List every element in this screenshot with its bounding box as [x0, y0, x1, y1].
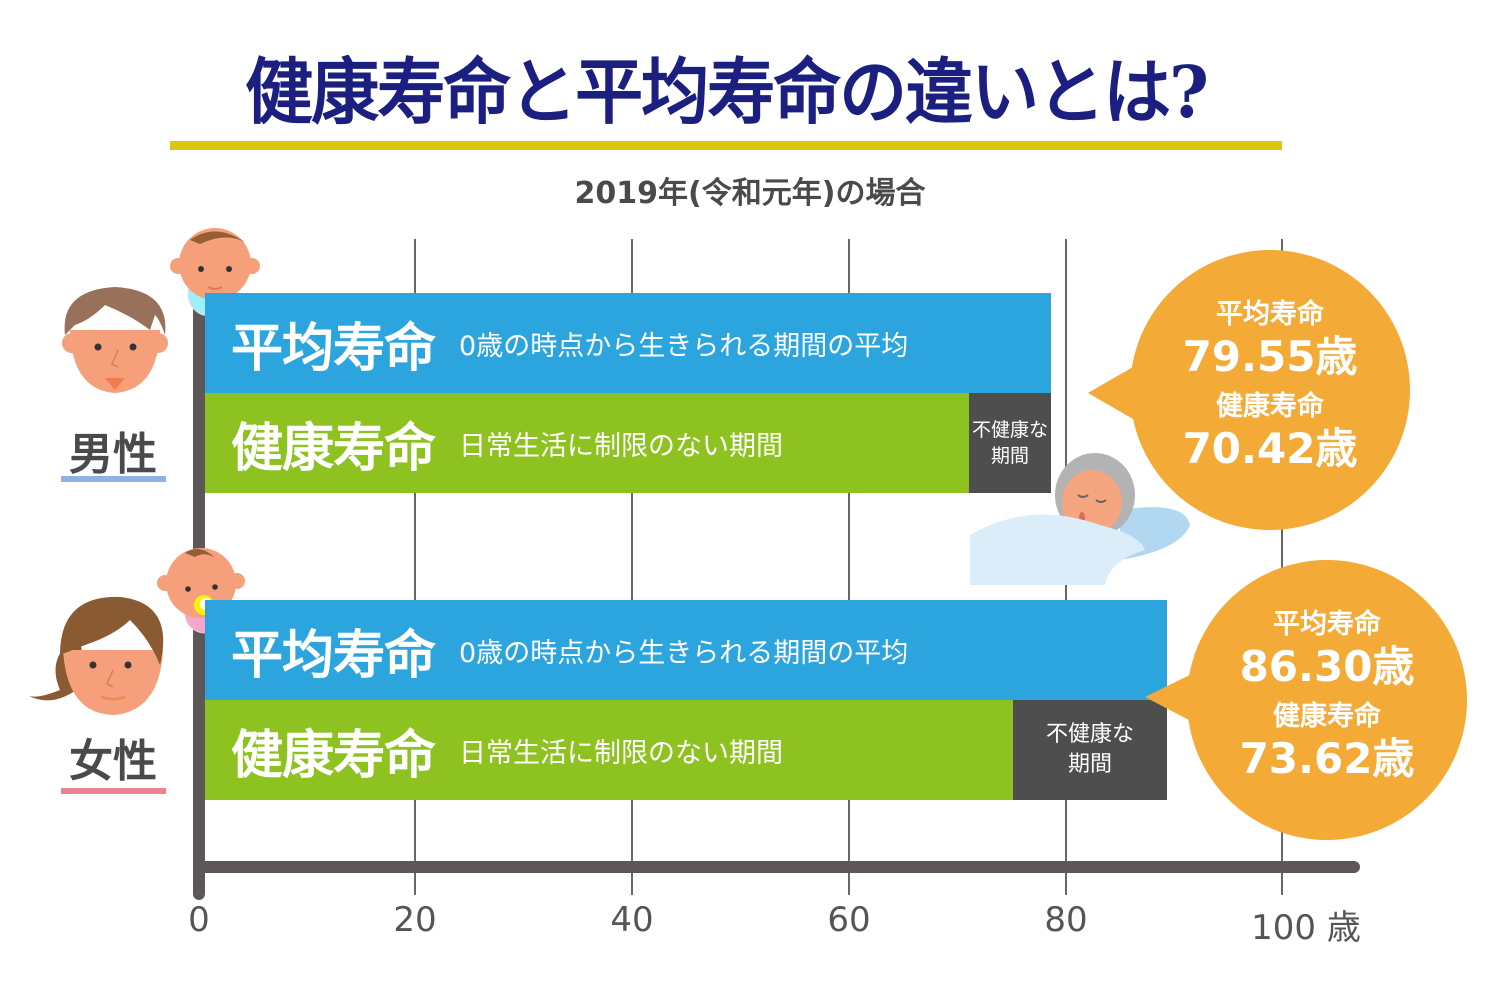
female-bubble-average-label: 平均寿命: [1273, 609, 1381, 640]
female-label: 女性: [69, 736, 157, 787]
gridline-60: [848, 239, 850, 895]
sleeping-elderly-illustration: [970, 453, 1190, 585]
male-healthy-life-label: 健康寿命: [231, 418, 436, 479]
female-average-life-label: 平均寿命: [231, 625, 436, 686]
male-bubble-healthy-label: 健康寿命: [1216, 391, 1324, 422]
female-healthy-life-bar: 健康寿命 日常生活に制限のない期間: [205, 700, 1013, 800]
male-average-life-label: 平均寿命: [231, 318, 436, 379]
female-average-life-bar: 平均寿命 0歳の時点から生きられる期間の平均: [205, 600, 1167, 700]
woman-face-icon: [27, 596, 164, 715]
female-result-bubble: 平均寿命 86.30歳 健康寿命 73.62歳: [1187, 560, 1467, 840]
female-healthy-life-desc: 日常生活に制限のない期間: [459, 737, 784, 769]
male-bubble-healthy-value: 70.42歳: [1182, 424, 1358, 473]
female-unhealthy-label-line2: 期間: [1067, 752, 1112, 777]
male-average-life-bar: 平均寿命 0歳の時点から生きられる期間の平均: [205, 293, 1051, 393]
female-average-life-desc: 0歳の時点から生きられる期間の平均: [459, 637, 909, 669]
female-bubble-healthy-label: 健康寿命: [1273, 701, 1381, 732]
gridline-40: [631, 239, 633, 895]
female-healthy-life-label: 健康寿命: [231, 725, 436, 786]
x-tick-60: 60: [827, 900, 871, 940]
man-face-icon: [62, 287, 168, 393]
female-unhealthy-label-line1: 不健康な: [1045, 722, 1134, 747]
x-axis: [193, 861, 1360, 873]
male-healthy-life-desc: 日常生活に制限のない期間: [459, 430, 784, 462]
male-healthy-life-bar: 健康寿命 日常生活に制限のない期間: [205, 393, 969, 493]
chart-subtitle: 2019年(令和元年)の場合: [574, 176, 926, 211]
x-tick-80: 80: [1044, 900, 1088, 940]
page-title: 健康寿命と平均寿命の違いとは?: [245, 51, 1209, 136]
female-bubble-average-value: 86.30歳: [1239, 642, 1415, 691]
x-tick-40: 40: [610, 900, 654, 940]
x-tick-0: 0: [188, 900, 210, 940]
x-tick-20: 20: [393, 900, 437, 940]
gridline-20: [414, 239, 416, 895]
title-underline: [170, 141, 1282, 150]
male-unhealthy-label-line2: 期間: [990, 445, 1029, 467]
female-label-underline: [61, 788, 166, 794]
female-bubble-healthy-value: 73.62歳: [1239, 734, 1415, 783]
male-result-bubble: 平均寿命 79.55歳 健康寿命 70.42歳: [1130, 250, 1410, 530]
male-unhealthy-period-segment: 不健康な 期間: [969, 393, 1051, 493]
female-unhealthy-period-segment: 不健康な 期間: [1013, 700, 1167, 800]
male-average-life-desc: 0歳の時点から生きられる期間の平均: [459, 330, 909, 362]
x-tick-100: 100 歳: [1251, 908, 1361, 948]
male-bubble-average-value: 79.55歳: [1182, 332, 1358, 381]
male-unhealthy-label-line1: 不健康な: [971, 419, 1048, 441]
male-label-underline: [61, 476, 166, 482]
male-bubble-average-label: 平均寿命: [1216, 299, 1324, 330]
male-label: 男性: [69, 429, 157, 480]
